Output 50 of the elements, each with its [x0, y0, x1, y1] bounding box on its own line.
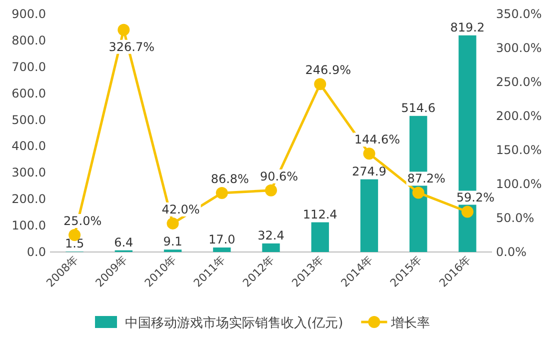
- y2-tick-label: 0.0%: [496, 245, 526, 259]
- data-label: 59.2%: [456, 190, 495, 205]
- data-label: 9.1: [163, 234, 182, 249]
- data-label: 25.0%: [63, 214, 102, 228]
- bar: [262, 243, 280, 252]
- y-tick-label: 200.0: [12, 192, 46, 206]
- bar: [360, 179, 378, 252]
- y-tick-label: 400.0: [12, 139, 46, 154]
- point: [363, 148, 376, 160]
- data-label: 90.6%: [260, 169, 298, 184]
- data-label: 144.6%: [354, 132, 400, 147]
- point: [461, 206, 474, 218]
- data-label: 274.9: [352, 164, 386, 178]
- data-label: 42.0%: [162, 202, 200, 216]
- y2-tick-label: 300.0%: [496, 41, 542, 55]
- y2-tick-label: 100.0%: [496, 177, 542, 191]
- y-tick-label: 500.0: [12, 112, 46, 127]
- data-label: 32.4: [258, 228, 284, 242]
- y2-tick-label: 50.0%: [496, 211, 534, 225]
- point: [216, 186, 228, 199]
- y2-tick-label: 250.0%: [496, 75, 542, 89]
- point: [412, 186, 424, 199]
- legend-label: 中国移动游戏市场实际销售收入(亿元): [125, 316, 344, 331]
- y-tick-label: 600.0: [12, 86, 46, 100]
- data-label: 112.4: [302, 207, 338, 222]
- point: [166, 217, 179, 230]
- y2-tick-label: 200.0%: [496, 109, 542, 123]
- point: [314, 78, 326, 90]
- bar: [213, 248, 231, 252]
- point: [118, 24, 130, 36]
- y-tick-label: 700.0: [12, 60, 46, 74]
- y-tick-label: 300.0: [12, 166, 46, 180]
- data-label: 246.9%: [305, 63, 351, 78]
- data-label: 6.4: [114, 235, 134, 250]
- data-label: 819.2: [450, 20, 485, 34]
- data-label: 1.5: [65, 236, 84, 251]
- y-tick-label: 0.0: [26, 245, 46, 259]
- data-label: 17.0: [208, 232, 236, 247]
- data-label: 514.6: [401, 100, 436, 115]
- y-tick-label: 800.0: [12, 33, 46, 48]
- data-label: 87.2%: [407, 172, 446, 186]
- point: [265, 184, 277, 196]
- y-tick-label: 100.0: [12, 218, 46, 233]
- data-label: 86.8%: [210, 172, 249, 186]
- y-tick-label: 900.0: [12, 7, 46, 21]
- y2-tick-label: 350.0%: [496, 7, 542, 21]
- data-label: 326.7%: [108, 40, 155, 54]
- bar: [311, 222, 329, 252]
- y2-tick-label: 150.0%: [496, 143, 542, 157]
- legend-label: 增长率: [390, 315, 430, 331]
